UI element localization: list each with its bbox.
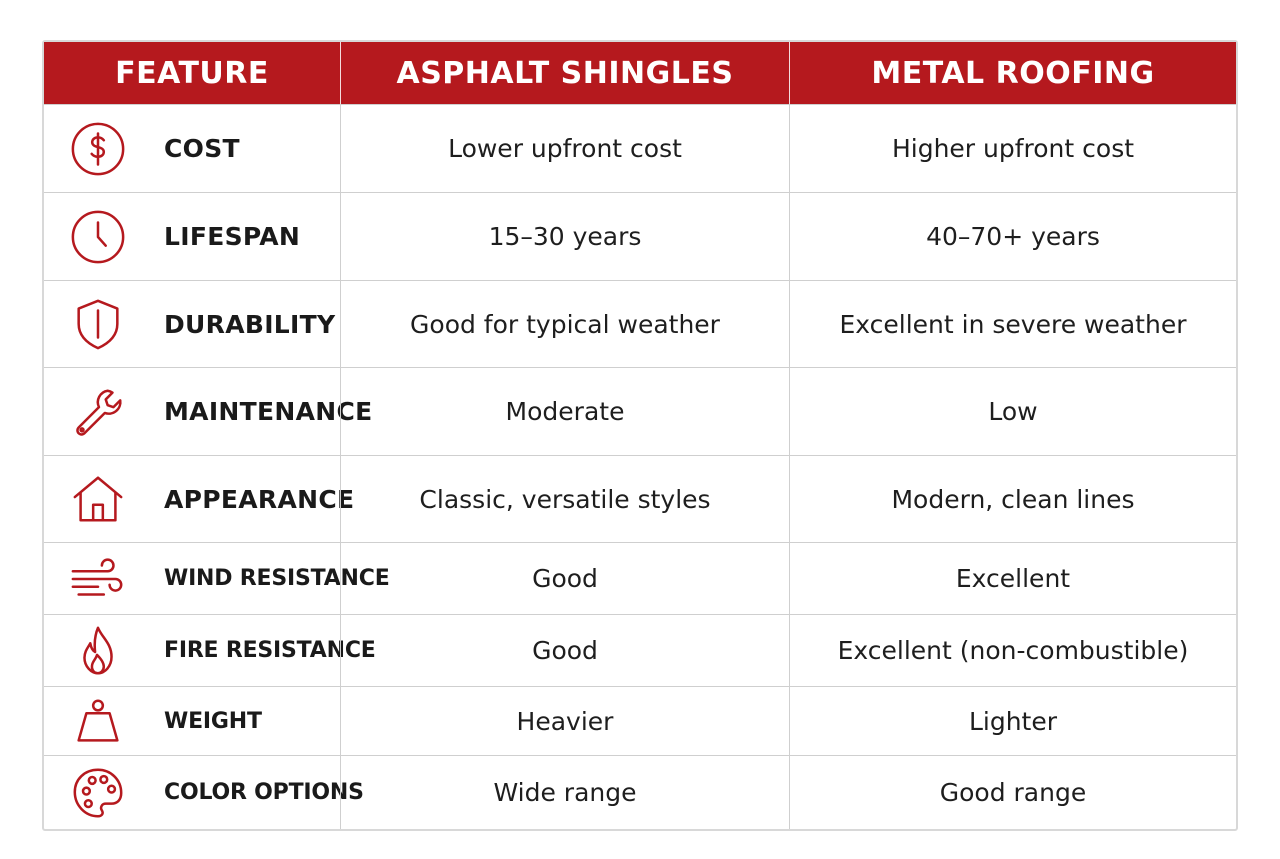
asphalt-value: Heavier [340,687,789,755]
house-icon [68,469,128,529]
clock-icon [68,207,128,267]
asphalt-value: Good for typical weather [340,281,789,367]
feature-cell: COST [44,105,340,192]
metal-value: Excellent (non-combustible) [789,615,1236,686]
palette-icon [68,763,128,823]
asphalt-value: Moderate [340,368,789,455]
comparison-table: FEATURE ASPHALT SHINGLES METAL ROOFING C… [42,40,1238,831]
feature-cell: LIFESPAN [44,193,340,280]
asphalt-value: Good [340,543,789,614]
feature-cell: MAINTENANCE [44,368,372,455]
metal-value: Excellent [789,543,1236,614]
feature-cell: WEIGHT [44,687,340,755]
table-row: COST Lower upfront cost Higher upfront c… [44,104,1236,192]
header-metal-roofing: METAL ROOFING [789,42,1236,104]
table-row: MAINTENANCE Moderate Low [44,367,1236,455]
flame-icon [68,621,128,681]
feature-label: COLOR OPTIONS [164,780,364,805]
dollar-icon [68,119,128,179]
feature-label: WEIGHT [164,708,262,734]
feature-label: DURABILITY [164,309,336,339]
metal-value: Higher upfront cost [789,105,1236,192]
table-row: FIRE RESISTANCE Good Excellent (non-comb… [44,614,1236,686]
asphalt-value: Lower upfront cost [340,105,789,192]
table-row: COLOR OPTIONS Wide range Good range [44,755,1236,829]
metal-value: Low [789,368,1236,455]
wrench-icon [68,382,128,442]
asphalt-value: 15–30 years [340,193,789,280]
feature-cell: DURABILITY [44,281,340,367]
feature-label: LIFESPAN [164,222,301,251]
shield-icon [68,294,128,354]
metal-value: Good range [789,756,1236,829]
table-row: DURABILITY Good for typical weather Exce… [44,280,1236,367]
feature-label: WIND RESISTANCE [164,566,390,591]
metal-value: Modern, clean lines [789,456,1236,542]
table-header: FEATURE ASPHALT SHINGLES METAL ROOFING [44,42,1236,104]
table-row: WEIGHT Heavier Lighter [44,686,1236,755]
feature-cell: COLOR OPTIONS [44,756,364,829]
header-asphalt-shingles: ASPHALT SHINGLES [340,42,789,104]
table-row: WIND RESISTANCE Good Excellent [44,542,1236,614]
metal-value: Excellent in severe weather [789,281,1236,367]
asphalt-value: Classic, versatile styles [340,456,789,542]
feature-label: APPEARANCE [164,484,355,514]
weight-icon [68,691,128,751]
asphalt-value: Good [340,615,789,686]
table-row: LIFESPAN 15–30 years 40–70+ years [44,192,1236,280]
metal-value: 40–70+ years [789,193,1236,280]
metal-value: Lighter [789,687,1236,755]
header-feature: FEATURE [115,55,269,91]
feature-cell: FIRE RESISTANCE [44,615,376,686]
feature-label: COST [164,134,240,163]
table-row: APPEARANCE Classic, versatile styles Mod… [44,455,1236,542]
wind-icon [68,549,128,609]
asphalt-value: Wide range [340,756,789,829]
feature-label: MAINTENANCE [164,397,373,426]
feature-cell: WIND RESISTANCE [44,543,390,614]
feature-cell: APPEARANCE [44,456,354,542]
